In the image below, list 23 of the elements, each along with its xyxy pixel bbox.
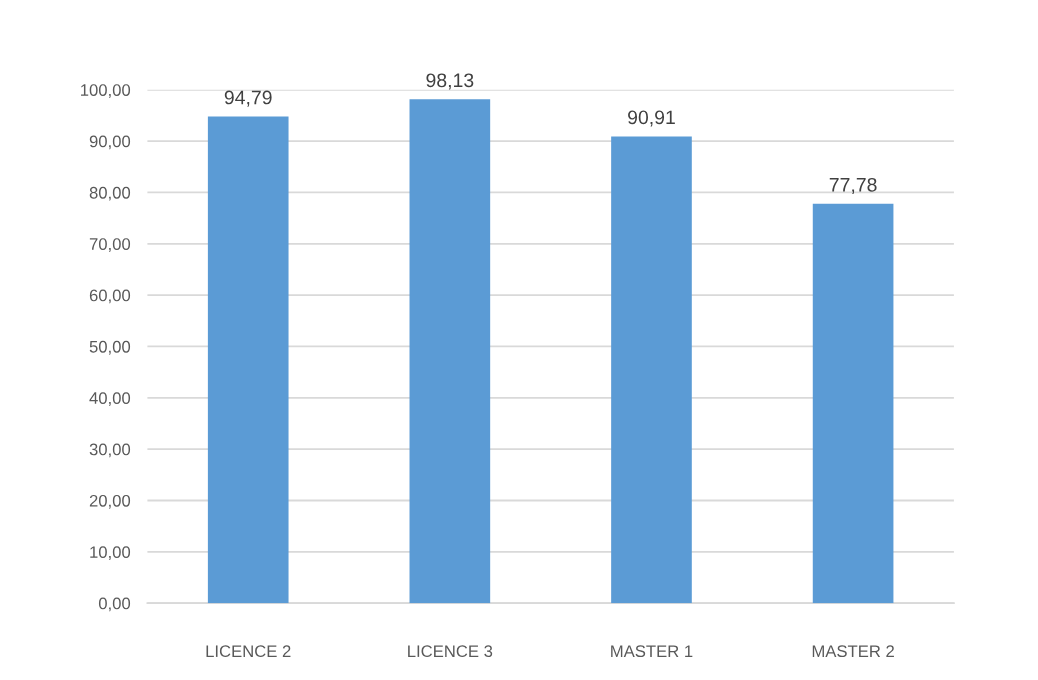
- y-tick-label: 30,00: [89, 443, 131, 458]
- bar: [812, 203, 894, 604]
- y-tick-label: 90,00: [89, 135, 131, 150]
- y-tick-label: 70,00: [89, 238, 131, 252]
- y-tick-label: 10,00: [90, 546, 131, 560]
- bar: [611, 136, 692, 604]
- data-label: 90,91: [628, 110, 675, 127]
- x-tick-label: LICENCE 2: [206, 645, 291, 658]
- data-label: 77,78: [829, 177, 877, 194]
- x-tick-label: MASTER 1: [611, 645, 693, 658]
- bar: [207, 116, 289, 604]
- y-tick-label: 20,00: [89, 494, 131, 509]
- y-tick-label: 0,00: [98, 597, 131, 612]
- bar: [409, 99, 491, 604]
- x-tick-label: LICENCE 3: [408, 645, 493, 658]
- y-tick-label: 100,00: [81, 84, 131, 98]
- y-tick-label: 80,00: [89, 186, 131, 201]
- y-tick-label: 60,00: [89, 289, 131, 304]
- data-label: 98,13: [426, 73, 474, 90]
- y-tick-label: 50,00: [89, 340, 131, 355]
- x-tick-label: MASTER 2: [812, 645, 894, 658]
- data-label: 94,79: [224, 90, 272, 107]
- y-tick-label: 40,00: [89, 392, 131, 406]
